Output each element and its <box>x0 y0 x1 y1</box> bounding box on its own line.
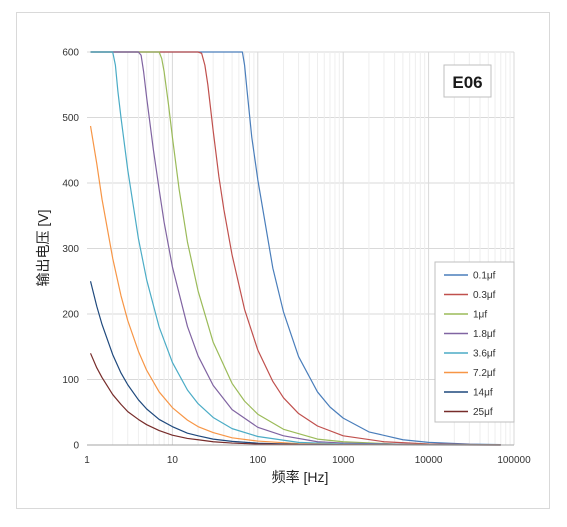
legend-label: 1μf <box>473 310 487 321</box>
legend: 0.1μf 0.3μf 1μf 1.8μf 3.6μf 7.2μf 14μf 25μf <box>434 261 515 423</box>
series-line <box>89 281 501 446</box>
series-line <box>89 125 501 446</box>
legend-label: 1.8μf <box>473 329 496 340</box>
legend-label: 0.1μf <box>473 271 496 282</box>
legend-label: 0.3μf <box>473 290 496 301</box>
legend-label: 14μf <box>473 388 493 399</box>
y-tick-label: 500 <box>62 113 79 124</box>
series-line <box>90 51 501 446</box>
x-tick-label: 1 <box>84 455 90 466</box>
series-line <box>90 51 501 446</box>
x-axis-title: 频率 [Hz] <box>272 469 329 485</box>
legend-label: 3.6μf <box>473 349 496 360</box>
y-tick-labels: 0 100 200 300 400 500 600 <box>62 48 79 452</box>
x-tick-labels: 1 10 100 1000 10000 100000 <box>84 455 531 466</box>
y-tick-label: 200 <box>62 310 79 321</box>
y-axis-title: 输出电压 [V] <box>35 209 51 286</box>
series-line <box>90 51 501 446</box>
x-tick-label: 10000 <box>415 455 443 466</box>
legend-label: 25μf <box>473 407 493 418</box>
series-layer <box>89 51 501 446</box>
x-tick-label: 100000 <box>497 455 531 466</box>
x-tick-label: 100 <box>249 455 266 466</box>
x-tick-label: 1000 <box>332 455 355 466</box>
legend-box <box>434 261 515 423</box>
series-line <box>89 353 501 446</box>
y-tick-label: 300 <box>62 244 79 255</box>
badge-box <box>443 64 492 98</box>
badge-label: E06 <box>452 73 482 92</box>
y-tick-label: 400 <box>62 179 79 190</box>
legend-label: 7.2μf <box>473 368 496 379</box>
series-line <box>90 51 501 446</box>
x-tick-label: 10 <box>167 455 179 466</box>
y-tick-label: 0 <box>73 441 79 452</box>
y-tick-label: 600 <box>62 48 79 59</box>
series-line <box>90 51 501 446</box>
y-tick-label: 100 <box>62 375 79 386</box>
badge: E06 <box>443 64 492 98</box>
